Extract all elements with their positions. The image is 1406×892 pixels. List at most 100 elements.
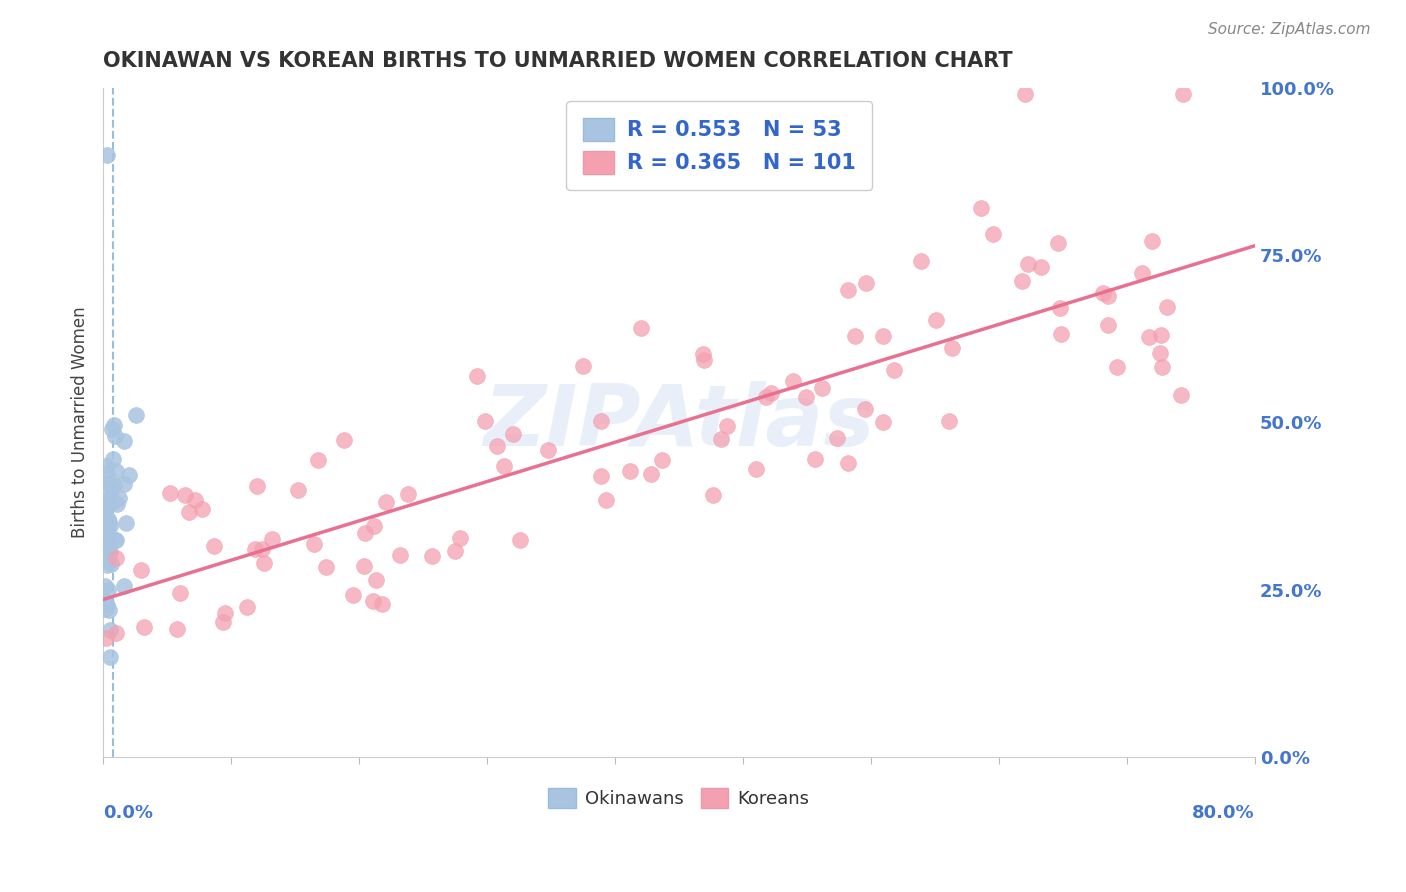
Point bbox=[1170, 387, 1192, 401]
Point bbox=[104, 533, 127, 548]
Point bbox=[374, 495, 396, 509]
Point bbox=[388, 548, 411, 562]
Point bbox=[94, 540, 117, 554]
Point bbox=[371, 597, 394, 611]
Point bbox=[396, 487, 419, 501]
Point bbox=[364, 573, 387, 587]
Point bbox=[101, 482, 124, 496]
Point bbox=[1014, 87, 1036, 102]
Point bbox=[354, 526, 377, 541]
Point bbox=[105, 551, 128, 566]
Point bbox=[837, 456, 859, 470]
Point bbox=[502, 427, 524, 442]
Point bbox=[745, 462, 768, 476]
Point bbox=[716, 419, 738, 434]
Point bbox=[693, 353, 716, 368]
Point bbox=[589, 414, 612, 428]
Point bbox=[184, 493, 207, 508]
Point bbox=[474, 414, 496, 428]
Point bbox=[353, 559, 375, 574]
Point bbox=[96, 147, 118, 161]
Point bbox=[307, 452, 329, 467]
Point bbox=[118, 468, 141, 483]
Point bbox=[115, 516, 138, 531]
Point bbox=[651, 453, 673, 467]
Point bbox=[1130, 266, 1153, 280]
Point bbox=[253, 556, 276, 570]
Point bbox=[1156, 300, 1178, 314]
Point bbox=[804, 451, 827, 466]
Point bbox=[97, 512, 120, 526]
Point bbox=[640, 467, 662, 481]
Point bbox=[1097, 289, 1119, 303]
Point bbox=[941, 341, 963, 355]
Point bbox=[97, 476, 120, 491]
Point bbox=[97, 497, 120, 511]
Point bbox=[98, 624, 121, 638]
Point bbox=[443, 543, 465, 558]
Point bbox=[211, 615, 233, 629]
Point bbox=[844, 328, 866, 343]
Point bbox=[759, 386, 782, 401]
Point bbox=[333, 433, 356, 447]
Point bbox=[100, 545, 122, 559]
Point bbox=[104, 626, 127, 640]
Point bbox=[97, 476, 120, 491]
Point bbox=[287, 483, 309, 497]
Point bbox=[630, 321, 652, 335]
Point bbox=[97, 519, 120, 533]
Point bbox=[98, 519, 121, 533]
Point bbox=[177, 504, 200, 518]
Text: 80.0%: 80.0% bbox=[1192, 805, 1256, 822]
Point bbox=[174, 488, 197, 502]
Point bbox=[872, 328, 894, 343]
Point bbox=[93, 514, 115, 528]
Point bbox=[755, 390, 778, 404]
Point bbox=[235, 600, 257, 615]
Point bbox=[93, 579, 115, 593]
Point bbox=[1171, 87, 1194, 102]
Point bbox=[93, 598, 115, 612]
Point bbox=[105, 464, 128, 478]
Point bbox=[104, 429, 127, 443]
Point bbox=[94, 528, 117, 542]
Point bbox=[93, 537, 115, 551]
Point bbox=[361, 594, 384, 608]
Point bbox=[825, 431, 848, 445]
Point bbox=[245, 479, 267, 493]
Point bbox=[112, 434, 135, 448]
Point bbox=[94, 602, 117, 616]
Point bbox=[96, 515, 118, 529]
Point bbox=[811, 381, 834, 395]
Point bbox=[589, 469, 612, 483]
Point bbox=[872, 415, 894, 429]
Point bbox=[595, 493, 617, 508]
Point bbox=[449, 531, 471, 545]
Point bbox=[250, 541, 273, 556]
Point bbox=[1011, 274, 1033, 288]
Point bbox=[108, 491, 131, 505]
Point bbox=[1049, 301, 1071, 315]
Text: OKINAWAN VS KOREAN BIRTHS TO UNMARRIED WOMEN CORRELATION CHART: OKINAWAN VS KOREAN BIRTHS TO UNMARRIED W… bbox=[103, 51, 1012, 70]
Point bbox=[94, 594, 117, 608]
Point bbox=[97, 582, 120, 597]
Point bbox=[855, 276, 877, 290]
Point bbox=[98, 603, 121, 617]
Text: 0.0%: 0.0% bbox=[103, 805, 153, 822]
Point bbox=[486, 440, 509, 454]
Point bbox=[1091, 286, 1114, 301]
Point bbox=[1017, 257, 1039, 271]
Point bbox=[134, 620, 156, 634]
Point bbox=[494, 459, 516, 474]
Point bbox=[166, 622, 188, 636]
Point bbox=[96, 466, 118, 480]
Point bbox=[105, 497, 128, 511]
Point bbox=[97, 491, 120, 505]
Point bbox=[98, 541, 121, 556]
Point bbox=[100, 558, 122, 572]
Point bbox=[925, 313, 948, 327]
Point bbox=[129, 563, 152, 577]
Point bbox=[243, 541, 266, 556]
Point bbox=[112, 477, 135, 491]
Point bbox=[169, 585, 191, 599]
